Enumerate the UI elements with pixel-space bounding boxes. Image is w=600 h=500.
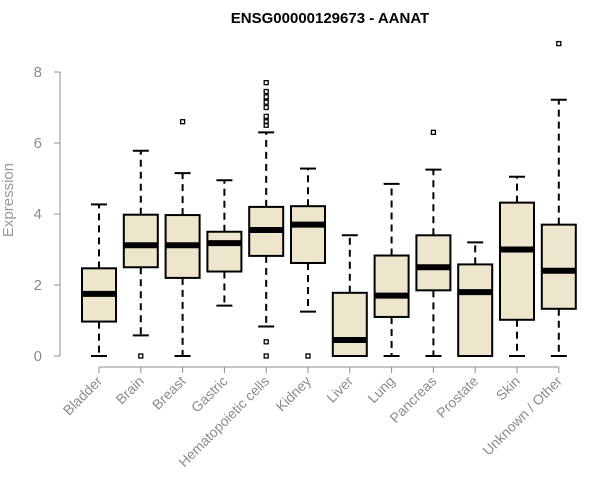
- iqr-box: [331, 291, 368, 357]
- chart-title: ENSG00000129673 - AANAT: [231, 10, 429, 27]
- y-axis-label: Expression: [0, 163, 17, 237]
- x-tick-label: Brain: [112, 373, 146, 407]
- y-tick-label: 0: [34, 348, 42, 365]
- x-tick-label: Liver: [323, 373, 356, 406]
- iqr-box: [499, 201, 535, 321]
- outlier-point: [263, 339, 269, 345]
- iqr-box: [540, 223, 577, 310]
- iqr-box: [290, 205, 326, 264]
- box-group: [540, 40, 577, 357]
- outlier-point: [263, 104, 269, 111]
- outlier-point: [179, 119, 186, 125]
- outlier-point: [263, 88, 269, 95]
- y-tick-label: 2: [34, 277, 42, 294]
- x-tick-label: Breast: [149, 373, 189, 413]
- iqr-box: [373, 254, 410, 318]
- x-tick-label: Unknown / Other: [479, 373, 565, 459]
- outlier-point: [263, 113, 269, 120]
- iqr-box: [206, 230, 243, 273]
- outlier-point: [430, 129, 437, 136]
- box-group: [122, 149, 159, 359]
- x-tick-label: Prostate: [433, 373, 481, 421]
- x-tick-label: Kidney: [273, 373, 315, 415]
- outlier-point: [305, 353, 311, 359]
- outlier-point: [263, 94, 269, 100]
- box-group: [290, 167, 326, 359]
- y-tick-label: 8: [34, 64, 42, 81]
- box-group: [373, 182, 410, 357]
- x-tick-label: Skin: [493, 373, 524, 404]
- box-group: [457, 241, 494, 357]
- box-group: [499, 175, 535, 357]
- outlier-point: [263, 353, 269, 359]
- iqr-box: [122, 213, 159, 269]
- outlier-point: [263, 80, 269, 86]
- box-group: [206, 179, 243, 307]
- box-group: [415, 129, 452, 357]
- outlier-point: [263, 119, 269, 125]
- outlier-point: [263, 99, 269, 105]
- box-group: [81, 203, 117, 357]
- x-tick-label: Bladder: [60, 373, 106, 419]
- box-group: [248, 80, 285, 359]
- x-tick-label: Lung: [364, 373, 397, 406]
- y-tick-label: 6: [34, 135, 42, 152]
- outlier-point: [556, 40, 562, 47]
- outlier-point: [138, 353, 144, 359]
- iqr-box: [415, 234, 452, 292]
- y-tick-label: 4: [34, 206, 42, 223]
- box-group: [331, 234, 368, 357]
- iqr-box: [457, 263, 494, 357]
- y-axis: 0 2 4 6 8: [34, 64, 61, 365]
- plot-area: [81, 40, 577, 359]
- box-group: [164, 119, 201, 357]
